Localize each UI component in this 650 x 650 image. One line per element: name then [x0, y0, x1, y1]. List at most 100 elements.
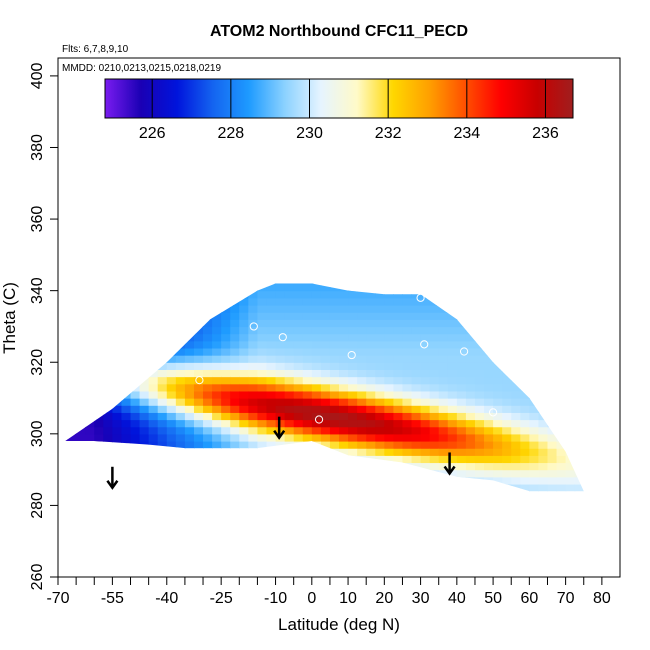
heatmap-cell [148, 398, 159, 406]
heatmap-cell [320, 355, 331, 363]
heatmap-cell [212, 333, 222, 342]
heatmap-cell [266, 312, 277, 320]
heatmap-cell [375, 312, 385, 320]
heatmap-cell [511, 405, 521, 413]
heatmap-cell [67, 376, 77, 385]
heatmap-cell [130, 340, 141, 349]
heatmap-cell [302, 355, 313, 363]
heatmap-cell [130, 333, 141, 342]
heatmap-cell [447, 312, 458, 320]
heatmap-cell [565, 483, 576, 492]
heatmap-cell [402, 398, 413, 406]
heatmap-cell [85, 440, 95, 449]
heatmap-cell [411, 398, 422, 406]
heatmap-cell [547, 333, 558, 342]
heatmap-cell [484, 376, 494, 385]
heatmap-cell [175, 383, 186, 392]
heatmap-cell [121, 491, 131, 499]
heatmap-cell [130, 283, 141, 285]
heatmap-cell [593, 362, 603, 370]
heatmap-cell [266, 376, 277, 385]
heatmap-cell [556, 340, 567, 349]
heatmap-cell [184, 455, 195, 464]
heatmap-cell [65, 398, 68, 406]
heatmap-cell [121, 312, 132, 320]
heatmap-cell [184, 476, 195, 485]
heatmap-cell [121, 376, 132, 385]
heatmap-cell [175, 340, 186, 349]
heatmap-cell [593, 341, 603, 349]
heatmap-cell [230, 290, 240, 299]
heatmap-cell [203, 476, 213, 485]
heatmap-cell [366, 455, 376, 464]
heatmap-cell [157, 426, 168, 435]
heatmap-cell [420, 340, 431, 349]
heatmap-cell [329, 347, 340, 356]
heatmap-cell [484, 455, 494, 464]
heatmap-cell [339, 290, 349, 299]
heatmap-cell [574, 369, 584, 378]
heatmap-cell [502, 283, 512, 285]
heatmap-cell [320, 340, 331, 349]
heatmap-cell [130, 297, 141, 306]
heatmap-cell [94, 362, 104, 370]
heatmap-cell [303, 498, 313, 506]
heatmap-cell [565, 362, 576, 370]
heatmap-cell [275, 455, 286, 464]
heatmap-cell [302, 333, 313, 342]
heatmap-cell [547, 297, 558, 306]
heatmap-cell [556, 469, 567, 478]
heatmap-cell [456, 290, 467, 299]
heatmap-cell [329, 469, 340, 478]
heatmap-cell [166, 319, 177, 328]
heatmap-cell [157, 297, 168, 306]
heatmap-cell [248, 383, 259, 392]
heatmap-cell [320, 283, 331, 292]
heatmap-cell [583, 304, 584, 313]
heatmap-cell [184, 333, 195, 342]
heatmap-cell [302, 297, 313, 306]
heatmap-cell [583, 297, 584, 306]
heatmap-cell [547, 483, 558, 492]
x-axis-label: Latitude (deg N) [278, 615, 400, 634]
heatmap-cell [339, 297, 349, 306]
heatmap-cell [112, 326, 123, 335]
heatmap-cell [284, 476, 295, 485]
heatmap-cell [538, 405, 549, 413]
heatmap-cell [329, 340, 340, 349]
heatmap-cell [593, 412, 603, 420]
heatmap-cell [266, 405, 277, 413]
heatmap-cell [248, 340, 259, 349]
heatmap-cell [302, 326, 313, 335]
heatmap-cell [411, 290, 422, 299]
heatmap-cell [456, 483, 467, 492]
heatmap-cell [230, 319, 240, 328]
heatmap-cell [329, 312, 340, 320]
heatmap-cell [456, 319, 467, 328]
heatmap-cell [112, 283, 123, 292]
heatmap-cell [175, 304, 186, 313]
x-tick-label: -70 [46, 590, 69, 607]
heatmap-cell [103, 355, 113, 363]
heatmap-cell [393, 283, 404, 285]
heatmap-cell [420, 312, 431, 320]
heatmap-cell [511, 304, 521, 313]
heatmap-cell [76, 369, 86, 378]
heatmap-cell [203, 498, 213, 506]
heatmap-cell [139, 412, 150, 421]
heatmap-cell [593, 305, 603, 313]
heatmap-cell [456, 462, 467, 471]
heatmap-cell [121, 398, 132, 406]
heatmap-cell [311, 297, 322, 306]
heatmap-cell [139, 462, 150, 471]
heatmap-cell [565, 369, 576, 378]
heatmap-cell [275, 362, 286, 370]
heatmap-cell [402, 283, 413, 292]
heatmap-cell [375, 469, 385, 478]
heatmap-cell [375, 383, 385, 392]
heatmap-cell [529, 319, 540, 328]
heatmap-cell [547, 440, 558, 449]
heatmap-cell [157, 412, 168, 421]
heatmap-cell [139, 455, 150, 464]
heatmap-cell [140, 491, 150, 499]
